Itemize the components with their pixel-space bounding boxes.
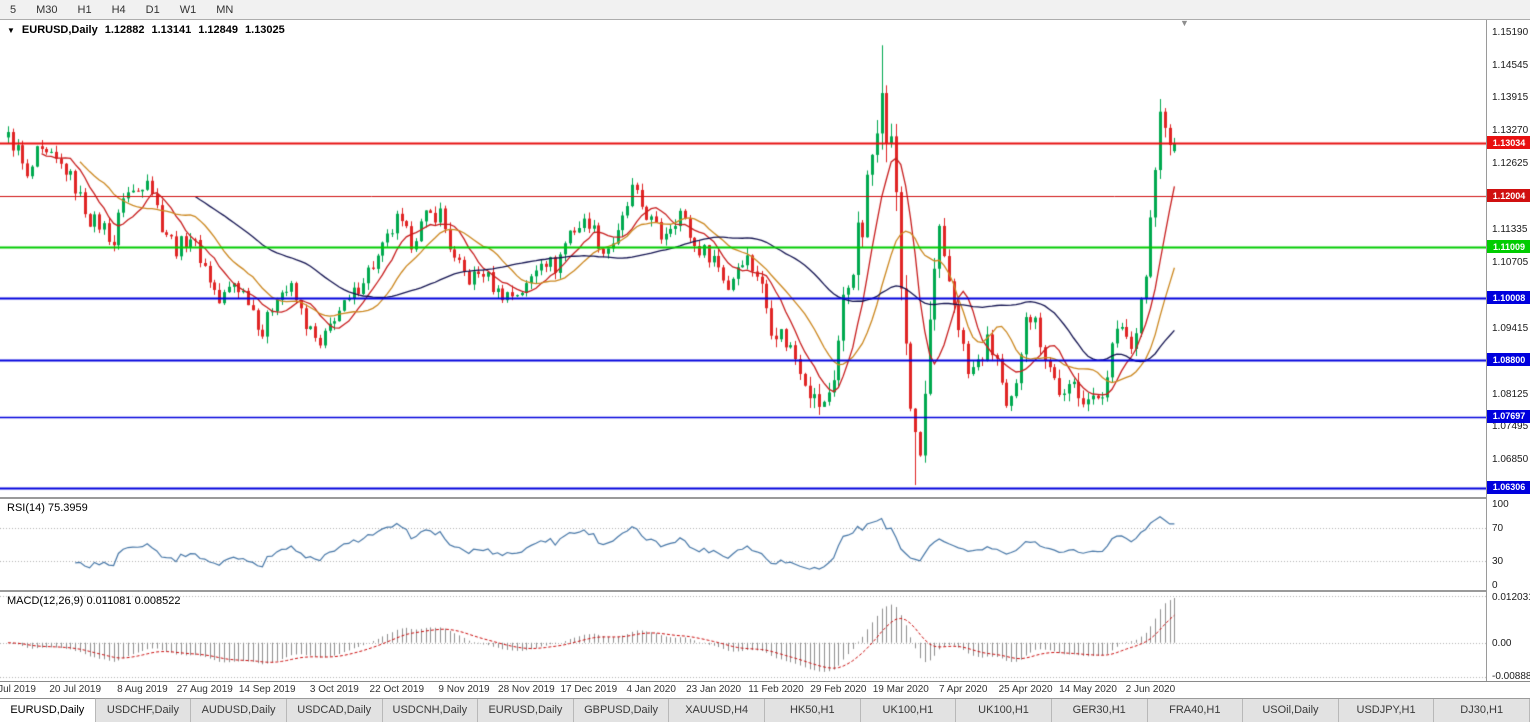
date-label: 14 May 2020	[1059, 684, 1117, 695]
chart-tab-uk100-h1[interactable]: UK100,H1	[860, 699, 957, 722]
date-label: 8 Aug 2019	[117, 684, 168, 695]
level-price-tag: 1.11009	[1487, 240, 1530, 254]
price-tick: 1.11335	[1492, 224, 1528, 236]
period-button-h4[interactable]: H4	[111, 3, 126, 16]
chart-tab-usdcad-daily[interactable]: USDCAD,Daily	[286, 699, 383, 722]
panel-splitter[interactable]	[0, 497, 1530, 499]
period-button-m30[interactable]: M30	[36, 3, 58, 16]
symbol-dropdown-icon[interactable]: ▼	[7, 25, 15, 35]
quote-high: 1.13141	[151, 24, 192, 36]
main-chart-panel: ▼ EURUSD,Daily 1.12882 1.13141 1.12849 1…	[0, 18, 1486, 497]
date-label: 7 Apr 2020	[939, 684, 988, 695]
period-button-5[interactable]: 5	[10, 3, 17, 16]
chart-shift-marker-icon[interactable]: ▼	[1180, 18, 1189, 28]
period-button-w1[interactable]: W1	[179, 3, 197, 16]
period-button-d1[interactable]: D1	[145, 3, 160, 16]
macd-axis-tick: -0.00888	[1492, 671, 1530, 682]
chart-tab-usoil-daily[interactable]: USOil,Daily	[1243, 699, 1339, 722]
date-label: 3 Oct 2019	[309, 684, 359, 695]
date-label: 22 Oct 2019	[369, 684, 425, 695]
date-label: 25 Apr 2020	[998, 684, 1053, 695]
date-label: 2 Jul 2019	[0, 684, 36, 695]
macd-indicator-panel: MACD(12,26,9) 0.011081 0.008522	[0, 592, 1486, 681]
chart-tab-usdjpy-h1[interactable]: USDJPY,H1	[1338, 699, 1435, 722]
timeframe-toolbar: 5 M30 H1 H4 D1 W1 MN	[0, 0, 1530, 20]
date-label: 23 Jan 2020	[686, 684, 742, 695]
date-label: 4 Jan 2020	[626, 684, 676, 695]
level-price-tag: 1.12004	[1487, 189, 1530, 203]
rsi-axis-tick: 70	[1492, 522, 1504, 534]
macd-axis-tick: 0.012031	[1492, 592, 1530, 603]
date-label: 19 Mar 2020	[872, 684, 929, 695]
period-button-mn[interactable]: MN	[216, 3, 234, 16]
price-tick: 1.08125	[1492, 388, 1529, 400]
level-price-tag: 1.08800	[1487, 353, 1530, 367]
candlestick-chart-canvas[interactable]	[0, 20, 1486, 497]
price-tick: 1.07495	[1492, 420, 1529, 432]
panel-splitter[interactable]	[0, 590, 1530, 592]
date-label: 20 Jul 2019	[49, 684, 102, 695]
price-tick: 1.13915	[1492, 92, 1529, 104]
quote-open: 1.12882	[104, 24, 145, 36]
quote-low: 1.12849	[198, 24, 239, 36]
chart-tab-dj30-h1[interactable]: DJ30,H1	[1434, 699, 1530, 722]
chart-tab-eurusd-daily[interactable]: EURUSD,Daily	[478, 699, 574, 722]
symbol-timeframe-label: EURUSD,Daily	[21, 24, 98, 36]
price-tick: 1.13270	[1492, 125, 1529, 137]
price-tick: 1.10705	[1492, 256, 1529, 268]
chart-tab-fra40-h1[interactable]: FRA40,H1	[1147, 699, 1244, 722]
date-label: 11 Feb 2020	[748, 684, 804, 695]
date-label: 29 Feb 2020	[810, 684, 867, 695]
date-label: 14 Sep 2019	[238, 684, 296, 695]
date-label: 9 Nov 2019	[438, 684, 490, 695]
chart-tab-audusd-daily[interactable]: AUDUSD,Daily	[191, 699, 287, 722]
level-price-tag: 1.13034	[1487, 136, 1530, 150]
date-label: 17 Dec 2019	[560, 684, 618, 695]
rsi-axis-tick: 0	[1492, 580, 1498, 591]
macd-label: MACD(12,26,9) 0.011081 0.008522	[7, 595, 181, 607]
macd-chart-canvas[interactable]	[0, 592, 1486, 681]
price-tick: 1.14545	[1492, 60, 1529, 72]
price-tick: 1.06850	[1492, 453, 1529, 465]
level-price-tag: 1.06306	[1487, 480, 1530, 494]
time-axis[interactable]: 2 Jul 2019 20 Jul 2019 8 Aug 2019 27 Aug 20…	[0, 681, 1530, 698]
chart-tab-usdcnh-daily[interactable]: USDCNH,Daily	[382, 699, 479, 722]
level-price-tag: 1.07697	[1487, 409, 1530, 423]
price-tick: 1.12625	[1492, 158, 1529, 170]
level-price-tag: 1.10008	[1487, 291, 1530, 305]
rsi-axis-tick: 30	[1492, 556, 1504, 568]
chart-tab-eurusd-daily[interactable]: EURUSD,Daily	[0, 698, 96, 722]
chart-tab-xauusd-h4[interactable]: XAUUSD,H4	[669, 699, 765, 722]
chart-tab-uk100-h1[interactable]: UK100,H1	[956, 699, 1052, 722]
date-label: 28 Nov 2019	[498, 684, 555, 695]
chart-tab-hk50-h1[interactable]: HK50,H1	[765, 699, 861, 722]
price-axis[interactable]: 1.15190 1.14545 1.13915 1.13270 1.12625 1.113…	[1486, 20, 1530, 682]
quote-close: 1.13025	[245, 24, 285, 36]
quote-line: ▼ EURUSD,Daily 1.12882 1.13141 1.12849 1…	[7, 24, 285, 36]
macd-axis-tick: 0.00	[1492, 637, 1512, 649]
rsi-axis-tick: 100	[1492, 499, 1509, 510]
price-tick: 1.15190	[1492, 27, 1529, 38]
chart-tab-ger30-h1[interactable]: GER30,H1	[1051, 699, 1148, 722]
rsi-indicator-panel: RSI(14) 75.3959	[0, 499, 1486, 590]
date-label: 2 Jun 2020	[1125, 684, 1176, 695]
date-label: 27 Aug 2019	[176, 684, 233, 695]
period-button-h1[interactable]: H1	[77, 3, 92, 16]
rsi-chart-canvas[interactable]	[0, 499, 1486, 590]
chart-tabs-bar: EURUSD,Daily USDCHF,Daily AUDUSD,Daily USDC…	[0, 698, 1530, 722]
rsi-label: RSI(14) 75.3959	[7, 502, 88, 514]
price-tick: 1.09415	[1492, 322, 1529, 334]
chart-tab-gbpusd-daily[interactable]: GBPUSD,Daily	[573, 699, 670, 722]
chart-tab-usdchf-daily[interactable]: USDCHF,Daily	[95, 699, 192, 722]
